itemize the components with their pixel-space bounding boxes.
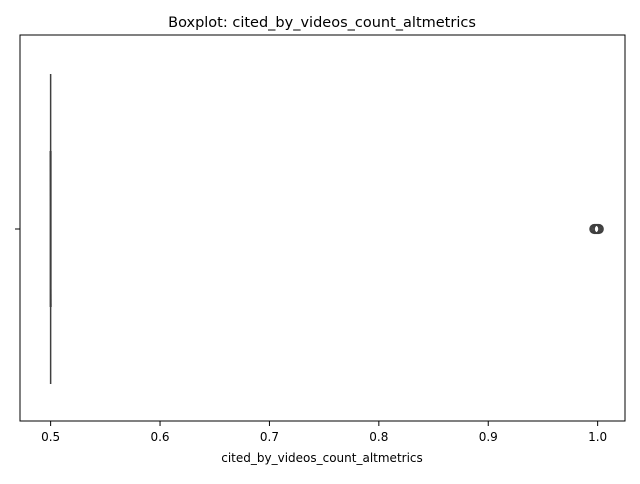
outlier-point bbox=[593, 223, 604, 235]
box-group bbox=[49, 74, 52, 384]
x-tick-label: 1.0 bbox=[588, 430, 607, 444]
x-tick-label: 0.9 bbox=[479, 430, 498, 444]
chart-title: Boxplot: cited_by_videos_count_altmetric… bbox=[168, 15, 476, 31]
plot-area bbox=[19, 34, 626, 422]
x-axis-label: cited_by_videos_count_altmetrics bbox=[221, 451, 423, 465]
outlier-group bbox=[589, 223, 604, 235]
axes-frame bbox=[19, 34, 626, 422]
median-line bbox=[49, 150, 52, 308]
x-tick-label: 0.7 bbox=[260, 430, 279, 444]
x-tick-label: 0.5 bbox=[41, 430, 60, 444]
x-ticks: 0.5 0.6 0.7 0.8 0.9 1.0 bbox=[41, 421, 607, 444]
x-tick-label: 0.8 bbox=[369, 430, 388, 444]
x-tick-label: 0.6 bbox=[150, 430, 169, 444]
